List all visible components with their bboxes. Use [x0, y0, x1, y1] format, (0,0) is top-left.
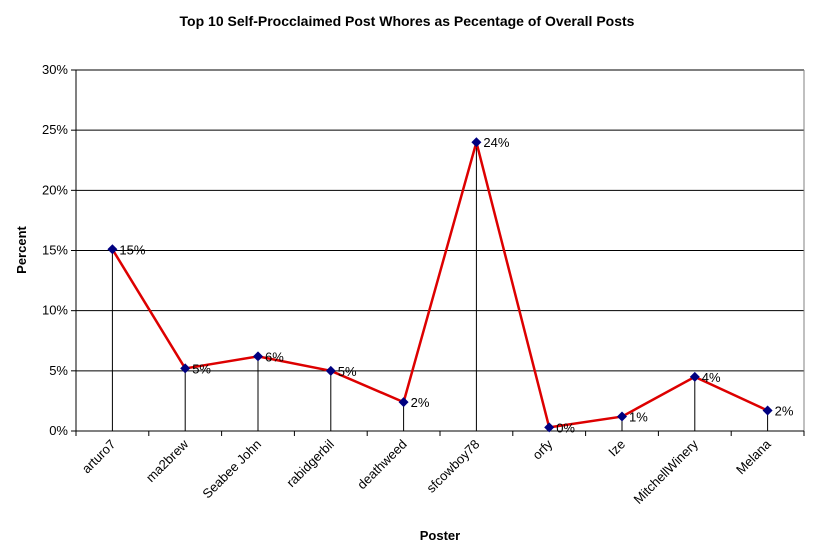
data-point-marker	[253, 351, 263, 362]
data-label: 24%	[483, 135, 509, 150]
x-axis-title: Poster	[420, 528, 460, 543]
data-point-marker	[180, 363, 191, 374]
series-line	[111, 140, 769, 429]
data-label: 2%	[775, 404, 794, 419]
y-tick-label: 15%	[42, 243, 68, 258]
data-label: 2%	[411, 395, 430, 410]
data-point-marker	[762, 405, 773, 416]
data-point-marker	[544, 422, 555, 433]
data-point-marker	[617, 411, 627, 422]
y-axis-title: Percent	[14, 225, 29, 273]
y-tick-label: 5%	[49, 363, 68, 378]
data-label: 6%	[265, 349, 284, 364]
data-point-marker	[471, 137, 482, 148]
chart-title: Top 10 Self-Procclaimed Post Whores as P…	[180, 13, 635, 29]
data-label: 5%	[338, 364, 357, 379]
data-point-marker	[325, 365, 336, 376]
data-point-marker	[689, 371, 700, 382]
y-tick-label: 0%	[49, 423, 68, 438]
data-label: 5%	[192, 361, 211, 376]
data-point-marker	[398, 397, 409, 408]
y-tick-label: 25%	[42, 122, 68, 137]
data-label: 1%	[629, 410, 648, 425]
data-point-marker	[107, 244, 118, 255]
y-tick-label: 30%	[42, 62, 68, 77]
y-tick-label: 10%	[42, 303, 68, 318]
data-label: 15%	[119, 242, 145, 257]
y-tick-label: 20%	[42, 182, 68, 197]
data-label: 4%	[702, 370, 721, 385]
data-label: 0%	[556, 420, 575, 435]
